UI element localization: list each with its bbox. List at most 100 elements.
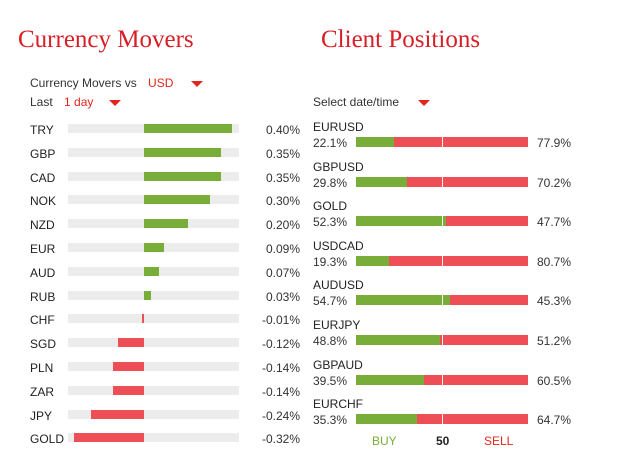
position-row: EURJPY 48.8% 51.2% — [313, 318, 573, 358]
currency-code: CAD — [30, 170, 56, 185]
currency-row: NZD 0.20% — [0, 214, 300, 236]
currency-bar-track — [68, 385, 239, 395]
buy-bar — [356, 374, 424, 385]
currency-percent: -0.14% — [261, 361, 300, 375]
currency-percent: -0.32% — [261, 432, 300, 447]
date-time-control[interactable]: Select date/time — [313, 95, 431, 109]
date-time-label[interactable]: Select date/time — [313, 95, 400, 109]
currency-percent: 0.35% — [265, 146, 300, 161]
position-pair: AUDUSD — [313, 278, 364, 293]
buy-bar — [356, 335, 440, 345]
midline — [442, 374, 443, 385]
currency-bar — [144, 171, 221, 181]
sell-percent: 60.5% — [536, 373, 571, 388]
position-bar — [356, 414, 528, 425]
position-row: AUDUSD 54.7% 45.3% — [313, 278, 573, 318]
sell-percent: 64.7% — [536, 413, 571, 428]
sell-percent: 47.7% — [536, 215, 571, 230]
position-row: GBPAUD 39.5% 60.5% — [313, 358, 573, 398]
currency-row: CAD 0.35% — [0, 167, 300, 189]
currency-code: RUB — [30, 289, 56, 304]
currency-code: NOK — [30, 194, 57, 209]
currency-bar — [141, 314, 144, 324]
period-value[interactable]: 1 day — [64, 95, 94, 109]
position-pair: EURUSD — [313, 120, 364, 134]
currency-bar — [144, 243, 164, 252]
currency-percent: -0.14% — [261, 384, 300, 399]
currency-movers-title: Currency Movers — [18, 26, 194, 53]
currency-code: SGD — [30, 337, 57, 352]
currency-row: NOK 0.30% — [0, 190, 300, 212]
client-positions-title: Client Positions — [321, 26, 481, 53]
position-row: GOLD 52.3% 47.7% — [313, 199, 573, 239]
currency-row: GBP 0.35% — [0, 143, 300, 165]
sell-percent: 70.2% — [536, 175, 571, 190]
currency-code: PLN — [30, 361, 54, 375]
currency-bar-track — [68, 147, 239, 157]
currency-code: EUR — [30, 242, 56, 256]
position-pair: EURCHF — [313, 397, 363, 412]
currency-bar-track — [68, 266, 239, 276]
currency-code: NZD — [30, 218, 55, 233]
buy-percent: 48.8% — [313, 334, 348, 348]
currency-bar — [144, 290, 151, 300]
currency-bar-track — [68, 314, 239, 324]
currency-percent: 0.03% — [265, 289, 300, 304]
buy-percent: 19.3% — [313, 254, 348, 269]
buy-percent: 22.1% — [313, 136, 348, 150]
currency-bar-track — [68, 409, 239, 419]
midline — [442, 335, 443, 345]
currency-row: EUR 0.09% — [0, 238, 300, 260]
midline — [442, 255, 443, 266]
midline — [442, 295, 443, 306]
chevron-down-icon[interactable] — [190, 80, 203, 87]
midline — [442, 176, 443, 187]
buy-bar — [356, 255, 390, 266]
sell-percent: 77.9% — [536, 136, 571, 150]
currency-percent: 0.09% — [265, 242, 300, 256]
position-bar — [356, 255, 528, 266]
buy-bar — [356, 414, 417, 425]
currency-code: CHF — [30, 313, 55, 328]
currency-percent: 0.30% — [265, 194, 300, 209]
position-pair: GOLD — [313, 199, 348, 214]
currency-row: SGD -0.12% — [0, 333, 300, 355]
midline — [442, 137, 443, 147]
currency-percent: 0.40% — [265, 123, 300, 137]
position-bar — [356, 374, 528, 385]
currency-bar-track — [68, 338, 239, 348]
currency-bar-track — [68, 433, 239, 443]
chevron-down-icon[interactable] — [418, 99, 431, 106]
currency-vs-control[interactable]: Currency Movers vs USD — [30, 76, 203, 90]
position-bar — [356, 295, 528, 306]
currency-bar — [113, 362, 144, 371]
position-row: GBPUSD 29.8% 70.2% — [313, 160, 573, 200]
currency-row: TRY 0.40% — [0, 119, 300, 141]
buy-bar — [356, 137, 394, 147]
buy-percent: 54.7% — [313, 294, 348, 309]
currency-bar — [117, 338, 144, 348]
currency-bar — [144, 147, 221, 157]
currency-code: JPY — [30, 408, 53, 423]
period-control[interactable]: Last 1 day — [30, 95, 121, 109]
buy-bar — [356, 295, 451, 306]
currency-bar-track — [68, 171, 239, 181]
currency-row: JPY -0.24% — [0, 405, 300, 427]
currency-bar — [73, 433, 144, 443]
currency-percent: -0.12% — [261, 337, 300, 352]
currency-bar — [91, 409, 144, 419]
currency-bar — [113, 385, 144, 395]
currency-bar-track — [68, 362, 239, 371]
sell-percent: 80.7% — [536, 254, 571, 269]
currency-vs-value[interactable]: USD — [148, 76, 174, 90]
currency-code: GBP — [30, 146, 56, 161]
currency-code: GOLD — [30, 432, 65, 447]
currency-bar-track — [68, 290, 239, 300]
currency-row: RUB 0.03% — [0, 286, 300, 308]
chevron-down-icon[interactable] — [108, 99, 121, 106]
buy-bar — [356, 216, 446, 227]
position-bar — [356, 176, 528, 187]
position-bar — [356, 216, 528, 227]
currency-row: CHF -0.01% — [0, 309, 300, 331]
currency-bar-track — [68, 219, 239, 229]
